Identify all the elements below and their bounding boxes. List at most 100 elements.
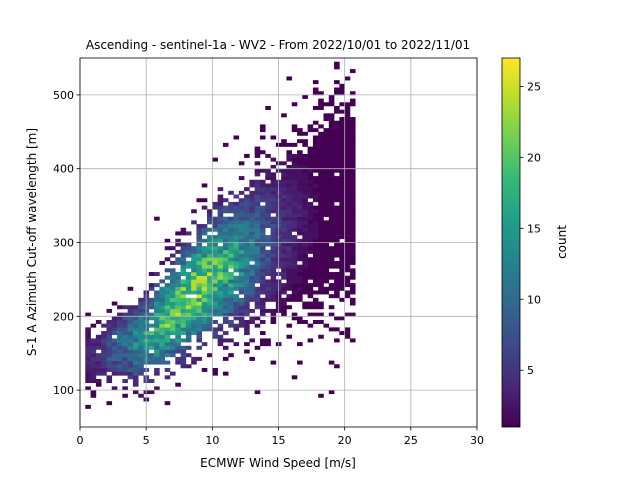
- heatmap-cell: [238, 323, 245, 328]
- heatmap-cell: [339, 190, 345, 195]
- heatmap-cell: [328, 198, 335, 203]
- heatmap-cell: [244, 327, 250, 332]
- heatmap-cell: [249, 356, 255, 361]
- heatmap-cell: [328, 179, 335, 184]
- heatmap-cell: [270, 205, 277, 210]
- heatmap-cell: [286, 212, 293, 217]
- heatmap-cell: [154, 272, 160, 277]
- heatmap-cell: [164, 305, 171, 310]
- heatmap-cell: [318, 179, 324, 184]
- heatmap-cell: [117, 319, 123, 324]
- heatmap-cell: [297, 153, 303, 158]
- heatmap-cell: [159, 305, 165, 310]
- heatmap-cell: [238, 283, 245, 288]
- heatmap-cell: [191, 360, 197, 365]
- colorbar-tick-label: 25: [527, 80, 541, 93]
- heatmap-cell: [228, 275, 234, 280]
- heatmap-cell: [323, 183, 330, 188]
- heatmap-cell: [159, 345, 165, 350]
- heatmap-cell: [154, 297, 160, 302]
- heatmap-cell: [312, 165, 319, 169]
- heatmap-cell: [323, 220, 330, 225]
- heatmap-cell: [233, 286, 240, 291]
- heatmap-cell: [117, 305, 123, 310]
- heatmap-cell: [164, 301, 171, 306]
- heatmap-cell: [307, 205, 314, 210]
- heatmap-cell: [196, 308, 203, 313]
- heatmap-cell: [138, 349, 144, 354]
- heatmap-cell: [291, 224, 298, 229]
- heatmap-cell: [85, 371, 91, 376]
- heatmap-cell: [344, 194, 351, 199]
- heatmap-cell: [270, 227, 277, 232]
- x-tick-label: 30: [470, 434, 484, 447]
- heatmap-cell: [334, 205, 340, 210]
- heatmap-cell: [249, 235, 255, 240]
- heatmap-cell: [154, 334, 160, 339]
- heatmap-cell: [323, 231, 330, 236]
- heatmap-cell: [334, 176, 340, 181]
- heatmap-cell: [175, 238, 181, 243]
- heatmap-cell: [334, 327, 340, 332]
- heatmap-cell: [302, 275, 308, 280]
- heatmap-cell: [344, 124, 351, 129]
- heatmap-cell: [90, 349, 97, 354]
- heatmap-cell: [111, 356, 118, 361]
- heatmap-cell: [334, 275, 340, 280]
- heatmap-cell: [307, 264, 314, 269]
- heatmap-cell: [302, 212, 308, 217]
- heatmap-cell: [254, 257, 261, 262]
- heatmap-cell: [307, 235, 314, 240]
- heatmap-cell: [286, 268, 293, 273]
- heatmap-cell: [159, 323, 165, 328]
- heatmap-cell: [307, 157, 314, 162]
- heatmap-cell: [270, 283, 277, 288]
- heatmap-cell: [132, 323, 139, 328]
- heatmap-cell: [291, 142, 298, 147]
- heatmap-cell: [339, 253, 345, 258]
- heatmap-cell: [175, 249, 181, 254]
- heatmap-cell: [334, 128, 340, 133]
- heatmap-cell: [286, 297, 293, 302]
- heatmap-cell: [339, 209, 345, 214]
- heatmap-cell: [117, 323, 123, 328]
- heatmap-cell: [222, 371, 229, 376]
- heatmap-cell: [201, 279, 208, 284]
- heatmap-cell: [249, 198, 255, 203]
- heatmap-cell: [344, 198, 351, 203]
- heatmap-cell: [254, 286, 261, 291]
- heatmap-cell: [339, 176, 345, 181]
- heatmap-cell: [180, 257, 187, 262]
- heatmap-cell: [217, 227, 224, 232]
- heatmap-cell: [286, 190, 293, 195]
- heatmap-cell: [334, 142, 340, 147]
- heatmap-cell: [349, 238, 356, 243]
- heatmap-cell: [175, 242, 181, 247]
- heatmap-cell: [270, 264, 277, 269]
- heatmap-cell: [307, 153, 314, 158]
- heatmap-cell: [207, 253, 213, 258]
- heatmap-cell: [244, 331, 250, 336]
- heatmap-cell: [228, 246, 234, 251]
- heatmap-cell: [154, 338, 160, 343]
- heatmap-cell: [344, 224, 351, 229]
- heatmap-cell: [169, 268, 176, 273]
- heatmap-cell: [328, 238, 335, 243]
- heatmap-cell: [339, 87, 345, 92]
- heatmap-cell: [217, 205, 224, 210]
- heatmap-cell: [244, 209, 250, 214]
- heatmap-cell: [175, 301, 181, 306]
- heatmap-cell: [138, 323, 144, 328]
- heatmap-cell: [249, 319, 255, 324]
- heatmap-cell: [297, 283, 303, 288]
- heatmap-cell: [175, 290, 181, 295]
- heatmap-cell: [328, 153, 335, 158]
- heatmap-cell: [291, 161, 298, 166]
- colorbar-tick-label: 10: [527, 293, 541, 306]
- heatmap-cell: [270, 275, 277, 280]
- heatmap-cell: [328, 260, 335, 265]
- heatmap-cell: [222, 305, 229, 310]
- heatmap-cell: [349, 231, 356, 236]
